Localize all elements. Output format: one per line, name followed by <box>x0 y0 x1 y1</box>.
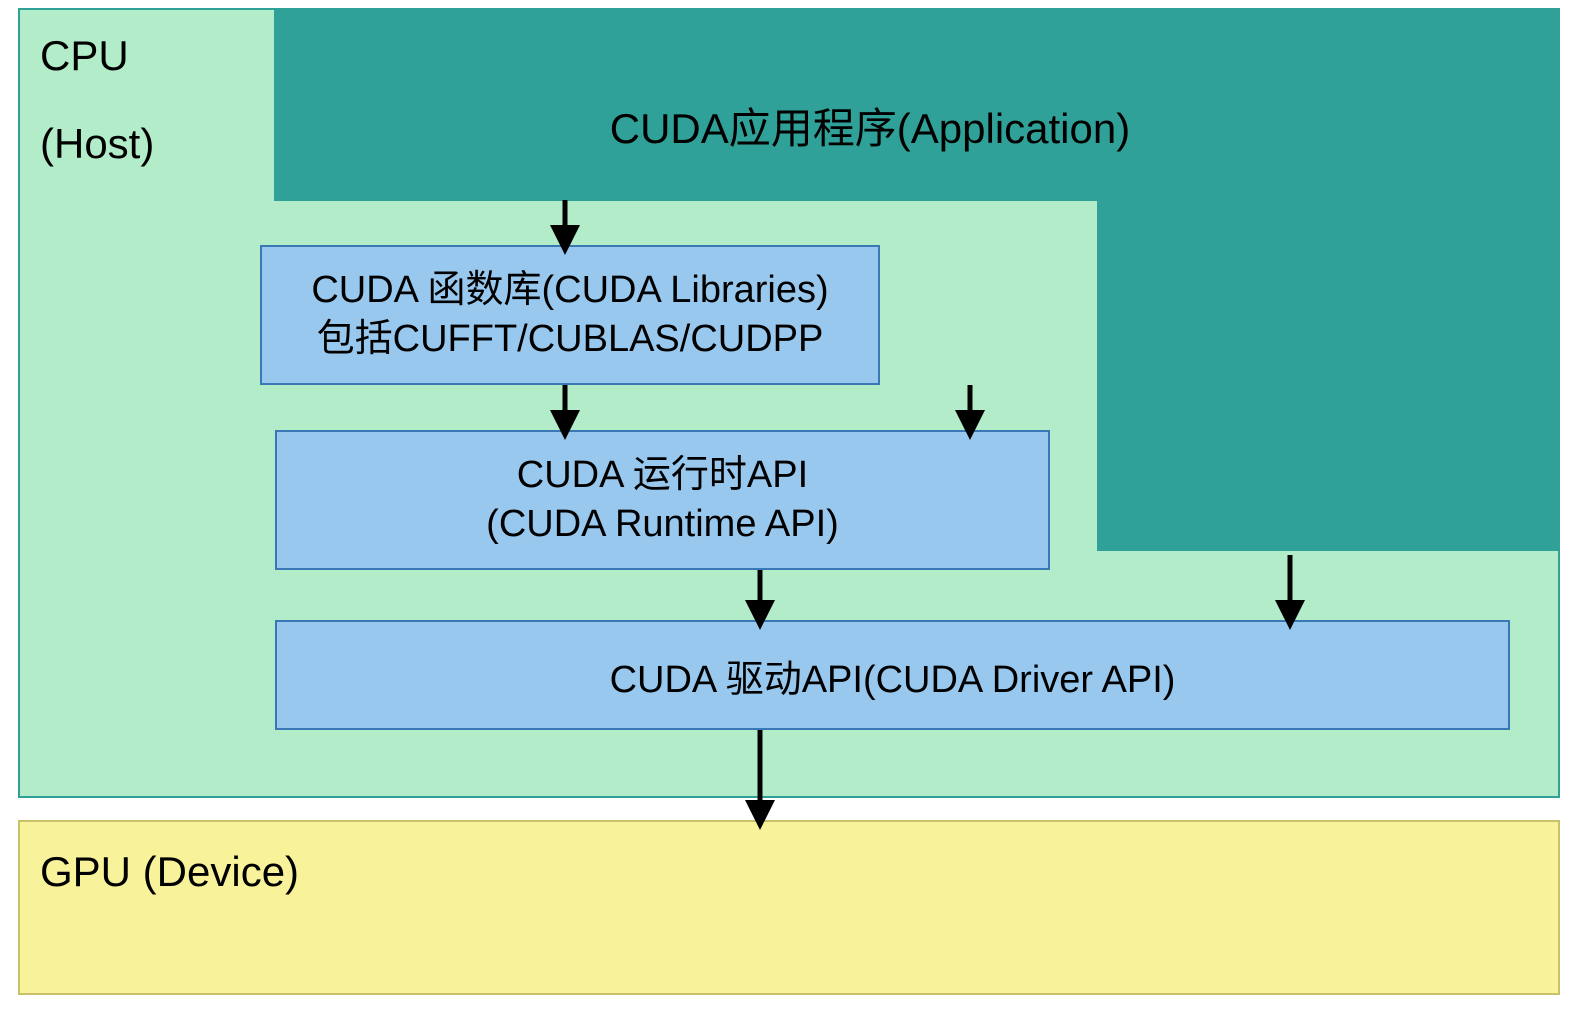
runtime-line1: CUDA 运行时API <box>486 451 839 500</box>
driver-api-box: CUDA 驱动API(CUDA Driver API) <box>275 620 1510 730</box>
libraries-box: CUDA 函数库(CUDA Libraries) 包括CUFFT/CUBLAS/… <box>260 245 880 385</box>
runtime-api-box: CUDA 运行时API (CUDA Runtime API) <box>275 430 1050 570</box>
application-label: CUDA应用程序(Application) <box>610 95 1130 156</box>
gpu-label: GPU (Device) <box>40 848 299 896</box>
libraries-line2: 包括CUFFT/CUBLAS/CUDPP <box>311 315 828 364</box>
diagram-container: CPU (Host) CUDA应用程序(Application) CUDA 函数… <box>0 0 1578 1012</box>
gpu-device-box <box>18 820 1560 995</box>
libraries-line1: CUDA 函数库(CUDA Libraries) <box>311 266 828 315</box>
driver-label: CUDA 驱动API(CUDA Driver API) <box>610 648 1176 703</box>
runtime-line2: (CUDA Runtime API) <box>486 500 839 549</box>
